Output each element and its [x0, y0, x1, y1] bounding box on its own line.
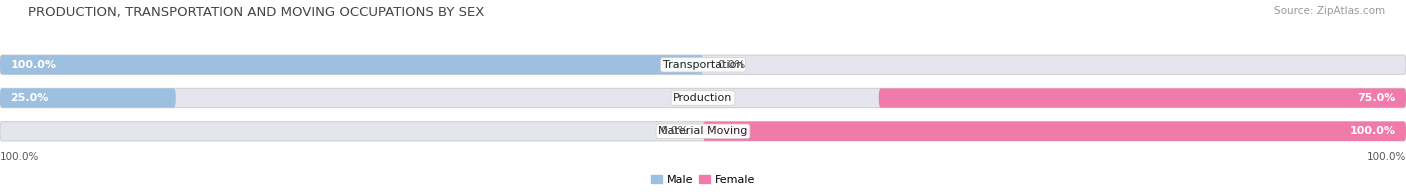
Text: Production: Production: [673, 93, 733, 103]
FancyBboxPatch shape: [879, 88, 1406, 108]
Text: 0.0%: 0.0%: [661, 126, 689, 136]
Text: 75.0%: 75.0%: [1357, 93, 1395, 103]
FancyBboxPatch shape: [0, 88, 176, 108]
Text: 25.0%: 25.0%: [10, 93, 49, 103]
Text: Transportation: Transportation: [662, 60, 744, 70]
FancyBboxPatch shape: [0, 88, 1406, 108]
Text: PRODUCTION, TRANSPORTATION AND MOVING OCCUPATIONS BY SEX: PRODUCTION, TRANSPORTATION AND MOVING OC…: [28, 6, 485, 19]
Legend: Male, Female: Male, Female: [647, 170, 759, 189]
Text: Source: ZipAtlas.com: Source: ZipAtlas.com: [1274, 6, 1385, 16]
Text: 100.0%: 100.0%: [10, 60, 56, 70]
FancyBboxPatch shape: [703, 122, 1406, 141]
Text: 100.0%: 100.0%: [0, 152, 39, 162]
Text: 100.0%: 100.0%: [1367, 152, 1406, 162]
FancyBboxPatch shape: [0, 55, 703, 74]
FancyBboxPatch shape: [0, 122, 1406, 141]
Text: Material Moving: Material Moving: [658, 126, 748, 136]
FancyBboxPatch shape: [0, 55, 1406, 74]
Text: 0.0%: 0.0%: [717, 60, 745, 70]
Text: 100.0%: 100.0%: [1350, 126, 1395, 136]
